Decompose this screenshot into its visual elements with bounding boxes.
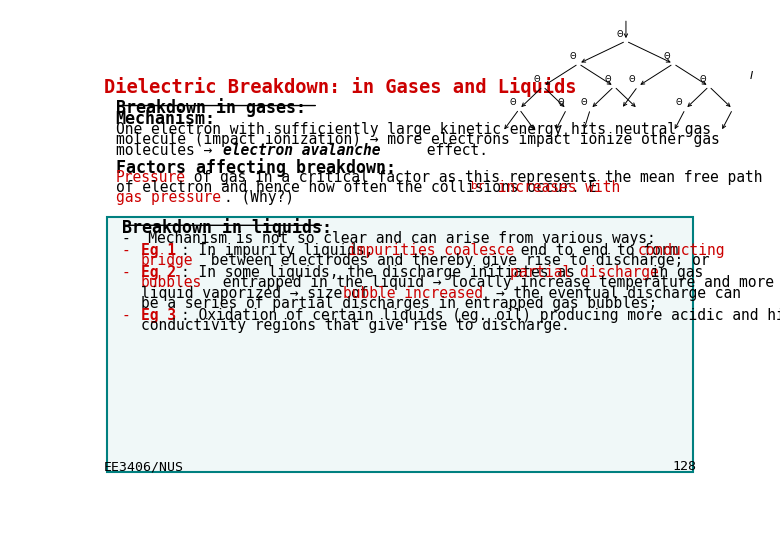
Text: in gas: in gas <box>642 265 703 280</box>
Text: molecules →: molecules → <box>115 143 221 158</box>
Text: I: I <box>750 71 753 81</box>
Text: EE3406/NUS: EE3406/NUS <box>104 460 183 473</box>
Text: → the eventual discharge can: → the eventual discharge can <box>497 286 742 301</box>
Text: increases with: increases with <box>489 180 620 195</box>
Text: Θ: Θ <box>664 52 671 61</box>
Text: Θ: Θ <box>534 75 540 84</box>
Text: electron avalanche: electron avalanche <box>223 143 381 158</box>
Text: conductivity regions that give rise to discharge.: conductivity regions that give rise to d… <box>141 318 569 333</box>
Text: effect.: effect. <box>418 143 488 158</box>
Text: : In impurity liquids,: : In impurity liquids, <box>181 243 382 258</box>
Text: Θ: Θ <box>509 98 516 106</box>
Text: : Oxidation of certain liquids (eg. oil) producing more acidic and higher: : Oxidation of certain liquids (eg. oil)… <box>181 308 780 322</box>
Text: Θ: Θ <box>616 30 623 38</box>
Text: Θ: Θ <box>629 75 635 84</box>
Text: One electron with sufficiently large kinetic energy hits neutral gas: One electron with sufficiently large kin… <box>115 122 711 137</box>
Text: . (Why?): . (Why?) <box>225 191 294 205</box>
Text: -: - <box>122 243 139 258</box>
Text: bubble increased: bubble increased <box>343 286 483 301</box>
Text: 128: 128 <box>672 460 696 473</box>
Text: Breakdown in liquids:: Breakdown in liquids: <box>122 218 332 237</box>
Text: partial discharge: partial discharge <box>510 265 659 280</box>
Text: Factors affecting breakdown:: Factors affecting breakdown: <box>115 158 395 177</box>
Text: of electron and hence how often the collisions occur. E: of electron and hence how often the coll… <box>115 180 597 195</box>
Text: bubbles: bubbles <box>141 275 202 290</box>
Text: br: br <box>471 181 484 191</box>
Text: liquid vaporized → size of: liquid vaporized → size of <box>141 286 378 301</box>
Text: gas pressure: gas pressure <box>115 191 221 205</box>
Text: -: - <box>122 265 139 280</box>
FancyBboxPatch shape <box>107 217 693 472</box>
Text: molecule (impact ionization) → more electrons impact ionize other gas: molecule (impact ionization) → more elec… <box>115 132 719 147</box>
Text: Θ: Θ <box>581 98 587 106</box>
Text: be a series of partial discharges in entrapped gas bubbles;: be a series of partial discharges in ent… <box>141 296 658 311</box>
Text: : In some liquids, the discharge initiates as: : In some liquids, the discharge initiat… <box>181 265 583 280</box>
Text: end to end to form: end to end to form <box>512 243 686 258</box>
Text: Θ: Θ <box>700 75 706 84</box>
Text: Mechanism:: Mechanism: <box>115 110 215 127</box>
Text: -: - <box>122 308 139 322</box>
Text: impurities coalesce: impurities coalesce <box>349 243 515 258</box>
Text: of gas in a critical factor as this represents the mean free path: of gas in a critical factor as this repr… <box>185 170 763 185</box>
Text: Pressure: Pressure <box>115 170 186 185</box>
Text: between electrodes and thereby give rise to discharge; or: between electrodes and thereby give rise… <box>202 253 710 268</box>
Text: Θ: Θ <box>675 98 682 106</box>
Text: entrapped in the liquid → locally increase temperature and more: entrapped in the liquid → locally increa… <box>215 275 775 290</box>
Text: -  Mechanism is not so clear and can arise from various ways:: - Mechanism is not so clear and can aris… <box>122 231 655 246</box>
Text: Breakdown in gases:: Breakdown in gases: <box>115 98 306 117</box>
Text: bridge: bridge <box>141 253 193 268</box>
Text: Θ: Θ <box>569 52 576 61</box>
Text: Dielectric Breakdown: in Gases and Liquids: Dielectric Breakdown: in Gases and Liqui… <box>104 77 576 97</box>
Text: Θ: Θ <box>604 75 612 84</box>
Text: Θ: Θ <box>557 98 564 106</box>
Text: Eg 3: Eg 3 <box>141 308 176 322</box>
Text: conducting: conducting <box>637 243 725 258</box>
Text: Eg 1: Eg 1 <box>141 243 176 258</box>
Text: Eg 2: Eg 2 <box>141 265 176 280</box>
